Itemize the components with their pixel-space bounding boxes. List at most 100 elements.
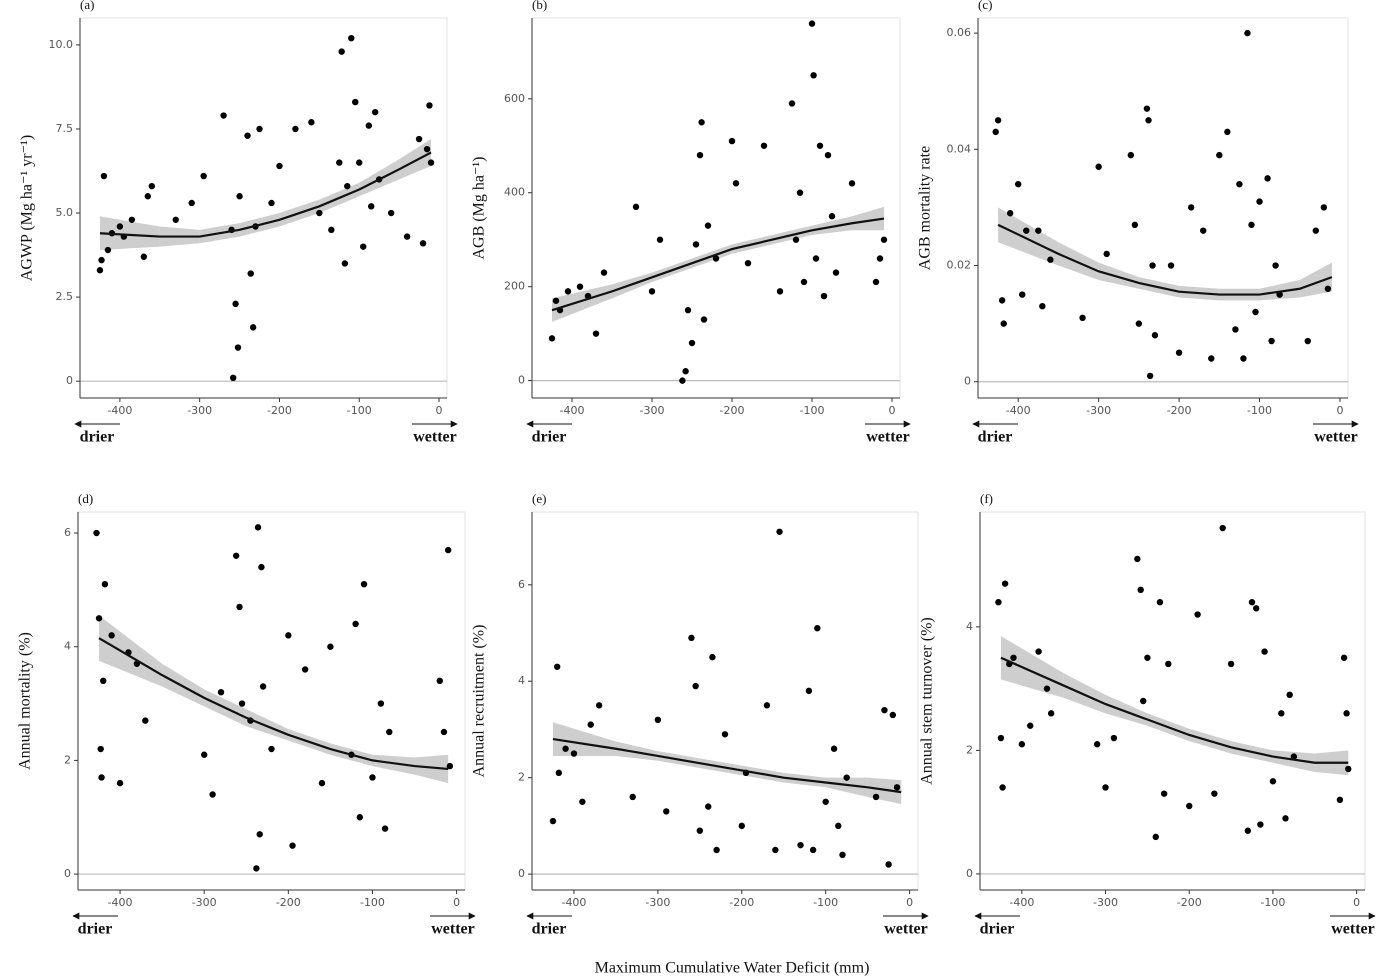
wetter-label: wetter: [866, 429, 910, 446]
data-point: [805, 687, 813, 695]
data-point: [592, 330, 600, 337]
data-point: [1149, 262, 1156, 269]
x-tick-label: -100: [347, 404, 372, 417]
panel-label: (c): [978, 0, 992, 12]
data-point: [595, 702, 603, 709]
x-tick-label: -200: [1167, 404, 1192, 417]
data-point: [830, 745, 838, 752]
data-point: [992, 128, 999, 136]
y-axis-label: Annual stem turnover (%): [919, 617, 936, 785]
data-point: [327, 643, 334, 650]
data-point: [632, 203, 640, 211]
data-point: [209, 791, 216, 798]
y-tick-label: 2.5: [56, 290, 74, 303]
data-point: [101, 580, 109, 588]
data-point: [232, 300, 239, 308]
data-point: [1079, 314, 1086, 322]
y-tick-label: 10.0: [49, 38, 74, 51]
data-point: [93, 529, 100, 537]
x-tick-label: -100: [1247, 404, 1272, 417]
confidence-band: [414, 754, 449, 784]
y-tick-label: 2: [64, 753, 71, 766]
data-point: [1131, 221, 1139, 229]
x-tick-label: -100: [1260, 896, 1285, 909]
data-point: [1278, 710, 1285, 717]
wetter-label: wetter: [884, 921, 928, 938]
data-point: [553, 663, 561, 670]
data-point: [994, 117, 1002, 124]
data-point: [732, 180, 740, 187]
x-tick-label: -300: [640, 404, 665, 417]
data-point: [555, 769, 563, 777]
data-point: [308, 119, 315, 126]
x-tick-label: 0: [453, 896, 460, 909]
confidence-band: [1063, 673, 1106, 714]
x-tick-label: -400: [561, 896, 586, 909]
fit-line: [98, 637, 449, 771]
data-point: [704, 222, 712, 229]
data-point: [236, 193, 243, 200]
data-point: [579, 798, 586, 805]
data-point: [889, 711, 897, 719]
data-point: [1015, 180, 1022, 188]
plot-area: [77, 511, 466, 891]
data-point: [1102, 784, 1109, 791]
data-point: [377, 700, 385, 707]
y-tick-label: 0.06: [947, 26, 972, 39]
data-point: [564, 288, 572, 295]
data-point: [700, 316, 708, 323]
data-point: [1244, 827, 1252, 834]
data-point: [698, 119, 705, 126]
y-tick-label: 6: [518, 578, 525, 591]
data-point: [1320, 204, 1328, 211]
data-point: [371, 108, 379, 116]
data-point: [772, 846, 779, 854]
x-tick-label: -300: [1093, 896, 1118, 909]
confidence-band: [1105, 694, 1148, 726]
y-axis-label: AGB mortality rate: [917, 146, 934, 270]
data-point: [1167, 262, 1175, 269]
data-point: [1127, 151, 1135, 159]
data-point: [999, 784, 1006, 791]
data-point: [316, 209, 323, 217]
data-point: [116, 779, 124, 787]
data-point: [301, 666, 309, 673]
x-tick-label: 0: [436, 404, 443, 417]
data-point: [1345, 765, 1352, 773]
data-point: [998, 297, 1006, 304]
data-point: [356, 814, 364, 821]
confidence-band: [1272, 750, 1315, 773]
data-point: [426, 102, 433, 109]
data-point: [247, 270, 254, 277]
data-point: [832, 269, 840, 276]
confidence-band: [162, 663, 205, 707]
plot-area: [79, 17, 448, 399]
drier-label: drier: [532, 429, 567, 446]
data-point: [872, 278, 880, 286]
y-tick-label: 4: [518, 674, 525, 687]
data-point: [663, 808, 670, 815]
data-point: [352, 98, 359, 106]
data-point: [997, 734, 1005, 742]
data-point: [348, 34, 355, 42]
data-point: [800, 278, 808, 286]
data-point: [95, 615, 103, 622]
fit-line: [997, 223, 1333, 296]
wetter-label: wetter: [431, 921, 475, 938]
data-point: [570, 750, 578, 757]
data-point: [1324, 285, 1332, 292]
x-tick-label: -400: [108, 896, 133, 909]
data-point: [140, 253, 148, 260]
x-tick-label: -300: [187, 404, 212, 417]
fit-line: [552, 738, 902, 794]
y-tick-label: 0: [966, 867, 973, 880]
data-point: [1140, 697, 1147, 705]
data-point: [200, 172, 207, 180]
data-point: [427, 159, 435, 166]
data-point: [688, 339, 696, 347]
x-tick-label: 0: [889, 404, 896, 417]
data-point: [352, 620, 359, 628]
data-point: [696, 827, 704, 834]
data-point: [552, 297, 560, 304]
data-point: [268, 745, 275, 753]
